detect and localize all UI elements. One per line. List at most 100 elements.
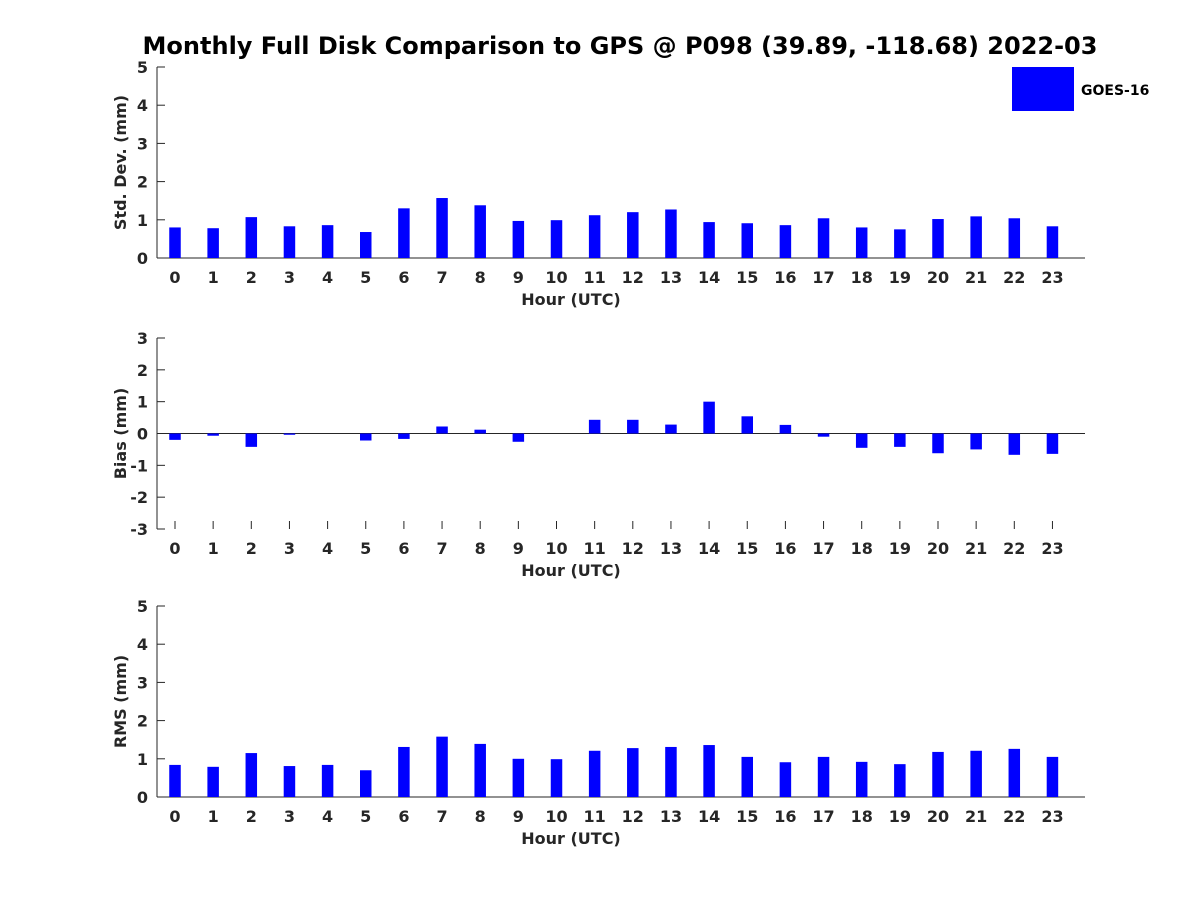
y-tick-label: 3 bbox=[137, 673, 148, 692]
bar bbox=[283, 226, 296, 258]
x-tick-label: 2 bbox=[246, 539, 257, 558]
y-tick-label: 3 bbox=[137, 329, 148, 348]
bar bbox=[741, 416, 753, 434]
x-tick-label: 21 bbox=[965, 807, 987, 826]
y-tick-label: 2 bbox=[137, 712, 148, 731]
bar bbox=[817, 433, 830, 437]
x-tick-label: 8 bbox=[475, 539, 486, 558]
y-tick-label: 2 bbox=[137, 361, 148, 380]
y-tick-label: 2 bbox=[137, 173, 148, 192]
bar bbox=[512, 220, 525, 258]
bar bbox=[1008, 433, 1021, 455]
x-tick-label: 23 bbox=[1041, 539, 1063, 558]
x-tick-label: 21 bbox=[965, 268, 987, 287]
y-tick-label: 4 bbox=[137, 96, 148, 115]
x-tick-label: 20 bbox=[927, 807, 949, 826]
bar bbox=[283, 433, 296, 435]
x-tick-label: 5 bbox=[360, 539, 371, 558]
x-tick-label: 10 bbox=[545, 268, 567, 287]
x-tick-label: 18 bbox=[851, 807, 873, 826]
x-tick-label: 23 bbox=[1041, 807, 1063, 826]
bar bbox=[360, 770, 372, 797]
bar bbox=[436, 426, 448, 434]
x-tick-label: 13 bbox=[660, 539, 682, 558]
x-tick-label: 15 bbox=[736, 268, 758, 287]
x-tick-label: 9 bbox=[513, 268, 524, 287]
bar bbox=[436, 198, 448, 258]
bar bbox=[627, 748, 639, 797]
x-tick-label: 20 bbox=[927, 268, 949, 287]
bar bbox=[817, 218, 830, 258]
x-tick-label: 3 bbox=[284, 807, 295, 826]
x-axis-label: Hour (UTC) bbox=[521, 829, 621, 848]
x-tick-label: 3 bbox=[284, 539, 295, 558]
bar bbox=[169, 227, 181, 258]
bar bbox=[550, 759, 563, 797]
x-tick-label: 12 bbox=[622, 807, 644, 826]
x-tick-label: 11 bbox=[584, 539, 606, 558]
x-tick-label: 9 bbox=[513, 539, 524, 558]
bar bbox=[970, 433, 982, 450]
y-axis-label: RMS (mm) bbox=[111, 655, 130, 748]
x-tick-label: 4 bbox=[322, 539, 333, 558]
x-tick-label: 10 bbox=[545, 807, 567, 826]
x-tick-label: 12 bbox=[622, 268, 644, 287]
x-tick-label: 10 bbox=[545, 539, 567, 558]
bar bbox=[588, 215, 601, 258]
y-tick-label: 0 bbox=[137, 425, 148, 444]
x-tick-label: 11 bbox=[584, 268, 606, 287]
bar bbox=[894, 229, 906, 258]
x-tick-label: 15 bbox=[736, 539, 758, 558]
bar bbox=[932, 433, 944, 454]
x-tick-label: 6 bbox=[398, 807, 409, 826]
bar bbox=[665, 424, 677, 434]
x-tick-label: 14 bbox=[698, 807, 720, 826]
bar bbox=[436, 736, 448, 797]
y-tick-label: 5 bbox=[137, 58, 148, 77]
x-tick-label: 0 bbox=[169, 807, 180, 826]
bar bbox=[169, 764, 181, 797]
y-tick-label: 1 bbox=[137, 750, 148, 769]
x-tick-label: 22 bbox=[1003, 268, 1025, 287]
bar bbox=[245, 217, 258, 258]
y-tick-label: 3 bbox=[137, 134, 148, 153]
x-tick-label: 1 bbox=[208, 807, 219, 826]
x-tick-label: 13 bbox=[660, 268, 682, 287]
bar bbox=[779, 424, 792, 434]
x-tick-label: 9 bbox=[513, 807, 524, 826]
bar bbox=[474, 205, 486, 258]
x-tick-label: 14 bbox=[698, 268, 720, 287]
bar bbox=[817, 756, 830, 797]
bar bbox=[169, 433, 181, 440]
x-tick-label: 6 bbox=[398, 268, 409, 287]
bar bbox=[398, 746, 410, 797]
x-tick-label: 16 bbox=[774, 268, 796, 287]
x-tick-label: 18 bbox=[851, 539, 873, 558]
bar bbox=[1046, 433, 1059, 454]
bar bbox=[207, 766, 219, 797]
y-tick-label: -1 bbox=[130, 456, 148, 475]
bar bbox=[588, 750, 601, 797]
y-tick-label: -2 bbox=[130, 488, 148, 507]
bar bbox=[1046, 756, 1059, 797]
x-axis-label: Hour (UTC) bbox=[521, 561, 621, 580]
y-axis-label: Std. Dev. (mm) bbox=[111, 95, 130, 230]
x-tick-label: 23 bbox=[1041, 268, 1063, 287]
x-tick-label: 16 bbox=[774, 807, 796, 826]
x-tick-label: 17 bbox=[812, 539, 834, 558]
x-tick-label: 19 bbox=[889, 539, 911, 558]
legend: GOES-16 bbox=[1012, 67, 1149, 111]
bar bbox=[398, 208, 410, 258]
bar bbox=[855, 433, 868, 448]
x-tick-label: 18 bbox=[851, 268, 873, 287]
x-tick-label: 1 bbox=[208, 539, 219, 558]
x-tick-label: 22 bbox=[1003, 539, 1025, 558]
bar bbox=[741, 756, 753, 797]
bar bbox=[932, 751, 944, 797]
y-tick-label: -3 bbox=[130, 520, 148, 539]
x-tick-label: 6 bbox=[398, 539, 409, 558]
y-tick-label: 0 bbox=[137, 788, 148, 807]
bar bbox=[512, 433, 525, 442]
